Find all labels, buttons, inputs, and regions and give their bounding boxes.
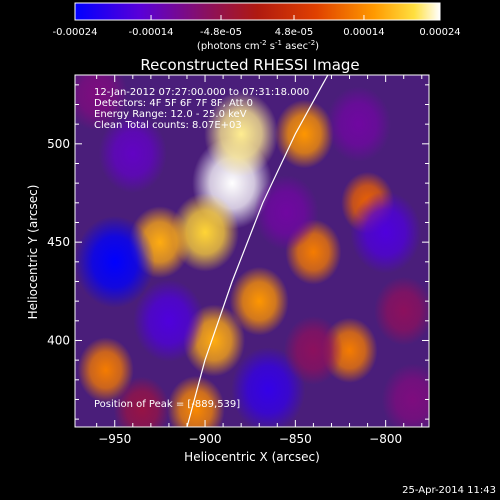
solar-limb-curve <box>186 75 329 427</box>
x-tick-labels: −950 −900 −850 −800 <box>98 432 402 446</box>
colorbar: -0.00024 -0.00014 -4.8e-05 4.8e-05 0.00014 0.… <box>53 2 461 52</box>
plot-frame <box>74 74 430 428</box>
heatmap-source <box>229 266 289 336</box>
colorbar-tick-label: -0.00014 <box>129 27 174 38</box>
y-tick-label: 500 <box>47 137 70 151</box>
y-tick-label: 400 <box>47 333 70 347</box>
heatmap-source <box>274 99 334 169</box>
footer-date: 25-Apr-2014 11:43 <box>402 485 496 496</box>
colorbar-tick-label: -0.00024 <box>53 27 98 38</box>
heatmap-source <box>133 279 205 362</box>
heatmap-source <box>75 215 155 308</box>
heatmap-source <box>113 376 170 427</box>
y-axis-label: Heliocentric Y (arcsec) <box>26 185 40 320</box>
y-tick-labels: 400 450 500 <box>47 137 70 348</box>
x-axis-label: Heliocentric X (arcsec) <box>184 450 320 464</box>
annotation-time-range: 12-Jan-2012 07:27:00.000 to 07:31:18.000 <box>94 87 309 98</box>
heatmap-source <box>374 276 429 346</box>
x-tick-label: −850 <box>279 432 312 446</box>
annotation-clean-counts: Clean Total counts: 8.07E+03 <box>94 120 242 131</box>
heatmap-source <box>283 315 343 385</box>
chart-title: Reconstructed RHESSI Image <box>140 56 359 74</box>
heatmap-source <box>381 363 429 427</box>
plot-area <box>75 75 429 427</box>
annotation-block: 12-Jan-2012 07:27:00.000 to 07:31:18.000… <box>94 87 309 410</box>
heatmap-source <box>75 75 128 131</box>
annotation-energy-range: Energy Range: 12.0 - 25.0 keV <box>94 109 247 120</box>
axis-ticks <box>75 75 429 427</box>
colorbar-tick-label: 4.8e-05 <box>275 27 313 38</box>
heatmap-source <box>231 346 306 427</box>
colorbar-tick-label: 0.00024 <box>419 27 460 38</box>
annotation-peak-position: Position of Peak = [-889,539] <box>94 399 240 410</box>
x-tick-label: −950 <box>98 432 131 446</box>
heatmap-source <box>204 91 279 177</box>
x-tick-label: −800 <box>369 432 402 446</box>
colorbar-tick-label: -4.8e-05 <box>200 27 242 38</box>
colorbar-tick-label: 0.00014 <box>343 27 384 38</box>
annotation-detectors: Detectors: 4F 5F 6F 7F 8F, Att 0 <box>94 98 253 109</box>
heatmap-source <box>326 86 392 162</box>
x-tick-label: −900 <box>189 432 222 446</box>
heatmap-source <box>77 337 134 403</box>
heatmap-source <box>350 191 422 274</box>
heatmap-sources <box>75 75 429 427</box>
heatmap-source <box>253 174 319 251</box>
colorbar-units: (photons cm-2 s-1 asec-2) <box>197 39 319 52</box>
colorbar-ticks <box>74 15 441 20</box>
colorbar-tick-labels: -0.00024 -0.00014 -4.8e-05 4.8e-05 0.00014 0.… <box>53 27 461 38</box>
y-tick-label: 450 <box>47 235 70 249</box>
heatmap-source <box>98 114 167 193</box>
colorbar-gradient <box>74 2 441 21</box>
heatmap-source <box>167 375 225 427</box>
